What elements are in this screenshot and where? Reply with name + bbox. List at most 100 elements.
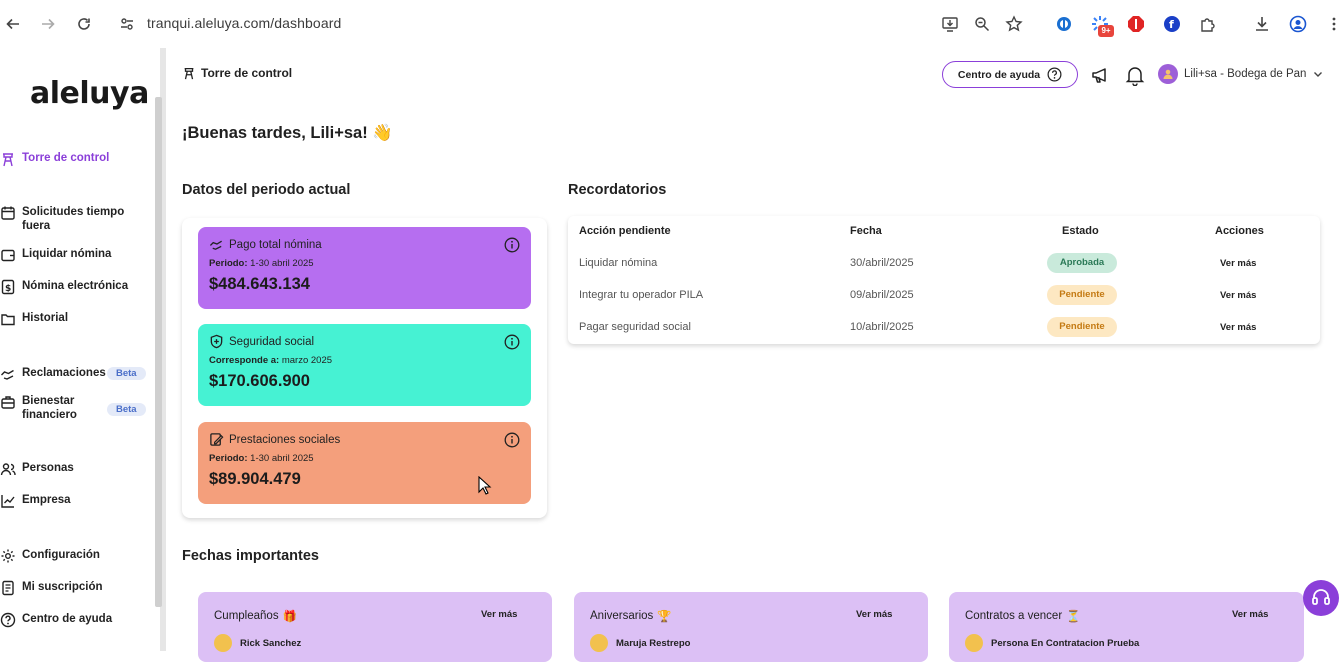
sidebar-item-solicitudes[interactable]: Solicitudes tiempo fuera	[0, 205, 132, 233]
user-menu[interactable]: Lili+sa - Bodega de Pan	[1158, 64, 1324, 84]
folder-icon	[1, 314, 15, 326]
reload-icon[interactable]	[74, 14, 94, 34]
period-section-title: Datos del periodo actual	[182, 182, 351, 198]
svg-text:$: $	[5, 284, 11, 294]
avatar	[214, 634, 232, 652]
info-icon[interactable]	[504, 237, 520, 253]
people-icon	[0, 463, 16, 476]
row-ver-mas-link[interactable]: Ver más	[1220, 290, 1257, 301]
aleluya-logo[interactable]: aleluya	[30, 76, 149, 111]
install-app-icon[interactable]	[940, 14, 960, 34]
tower-icon	[3, 153, 13, 167]
gear-icon	[1, 549, 15, 563]
reminders-section-title: Recordatorios	[568, 182, 667, 198]
expiring-contracts-card[interactable]: Contratos a vencer ⏳ Ver más Persona En C…	[949, 592, 1304, 662]
card-title: Aniversarios 🏆	[590, 610, 672, 623]
sidebar-item-nomina-electronica[interactable]: $ Nómina electrónica	[0, 279, 128, 295]
sidebar-item-reclamaciones[interactable]: Reclamaciones	[0, 366, 106, 382]
card-title: Seguridad social	[229, 335, 315, 348]
column-header-action: Acción pendiente	[579, 225, 671, 237]
zoom-icon[interactable]	[972, 14, 992, 34]
social-benefits-card[interactable]: Prestaciones sociales Periodo: 1-30 abri…	[198, 422, 531, 504]
browser-toolbar: tranqui.aleluya.com/dashboard 9+ f	[0, 0, 1341, 48]
payroll-total-card[interactable]: Pago total nómina Periodo: 1-30 abril 20…	[198, 227, 531, 309]
beta-badge: Beta	[107, 367, 146, 380]
back-icon[interactable]	[3, 14, 23, 34]
chart-icon	[1, 495, 15, 508]
sidebar-item-historial[interactable]: Historial	[0, 311, 68, 327]
person-row: Rick Sanchez	[214, 634, 301, 652]
mouse-cursor-icon	[478, 476, 492, 495]
ver-mas-link[interactable]: Ver más	[856, 609, 893, 620]
status-badge: Pendiente	[1047, 285, 1117, 305]
breadcrumb-label: Torre de control	[201, 66, 293, 80]
password-extension-icon[interactable]	[1054, 14, 1074, 34]
anniversaries-card[interactable]: Aniversarios 🏆 Ver más Maruja Restrepo	[574, 592, 928, 662]
card-period: Periodo: 1-30 abril 2025	[209, 258, 314, 269]
row-ver-mas-link[interactable]: Ver más	[1220, 322, 1257, 333]
extensions-puzzle-icon[interactable]	[1198, 14, 1218, 34]
card-period: Corresponde a: marzo 2025	[209, 355, 333, 366]
card-amount: $170.606.900	[209, 372, 310, 390]
sidebar-item-personas[interactable]: Personas	[0, 461, 74, 477]
adblock-icon[interactable]	[1126, 14, 1146, 34]
status-badge: Aprobada	[1047, 253, 1117, 273]
wallet-icon	[1, 249, 15, 262]
hand-money-icon	[209, 240, 222, 250]
card-period: Periodo: 1-30 abril 2025	[209, 453, 314, 464]
person-row: Persona En Contratacion Prueba	[965, 634, 1139, 652]
person-row: Maruja Restrepo	[590, 634, 690, 652]
user-name: Lili+sa - Bodega de Pan	[1184, 68, 1307, 80]
address-bar[interactable]: tranqui.aleluya.com/dashboard	[147, 15, 342, 31]
social-security-card[interactable]: Seguridad social Corresponde a: marzo 20…	[198, 324, 531, 406]
tower-icon	[184, 67, 194, 80]
sidebar-scrollbar[interactable]	[155, 97, 162, 607]
ver-mas-link[interactable]: Ver más	[1232, 609, 1269, 620]
chevron-down-icon	[1314, 72, 1323, 77]
column-header-actions: Acciones	[1215, 225, 1264, 237]
dates-section-title: Fechas importantes	[182, 548, 319, 564]
shield-icon	[210, 334, 223, 349]
birthdays-card[interactable]: Cumpleaños 🎁 Ver más Rick Sanchez	[198, 592, 552, 662]
edit-doc-icon	[210, 433, 224, 446]
download-icon[interactable]	[1252, 14, 1272, 34]
card-title: Pago total nómina	[229, 238, 322, 251]
sidebar-item-suscripcion[interactable]: Mi suscripción	[0, 580, 103, 596]
greeting: ¡Buenas tardes, Lili+sa! 👋	[182, 124, 393, 142]
trophy-icon: 🏆	[657, 611, 672, 623]
info-icon[interactable]	[504, 432, 520, 448]
breadcrumb: Torre de control	[182, 66, 292, 80]
svg-text:f: f	[1169, 18, 1174, 31]
profile-icon[interactable]	[1288, 14, 1308, 34]
dollar-doc-icon: $	[1, 279, 15, 295]
sidebar-item-bienestar[interactable]: Bienestar financiero	[0, 394, 92, 422]
row-action: Liquidar nómina	[579, 257, 658, 269]
ver-mas-link[interactable]: Ver más	[481, 609, 518, 620]
bell-icon[interactable]	[1124, 64, 1146, 86]
extension-badge: 9+	[1098, 25, 1114, 37]
column-header-status: Estado	[1062, 225, 1099, 237]
f-extension-icon[interactable]: f	[1162, 14, 1182, 34]
hand-icon	[1, 369, 14, 380]
help-center-button[interactable]: Centro de ayuda	[942, 61, 1078, 88]
info-icon[interactable]	[504, 334, 520, 350]
site-settings-icon[interactable]	[117, 14, 137, 34]
sidebar-item-centro-ayuda[interactable]: Centro de ayuda	[0, 612, 112, 628]
forward-icon[interactable]	[38, 14, 58, 34]
bookmark-star-icon[interactable]	[1004, 14, 1024, 34]
card-amount: $484.643.134	[209, 275, 310, 293]
row-date: 30/abril/2025	[850, 257, 914, 269]
card-title: Prestaciones sociales	[229, 433, 341, 446]
headset-icon	[1312, 589, 1330, 605]
support-chat-button[interactable]	[1303, 580, 1339, 616]
megaphone-icon[interactable]	[1090, 64, 1112, 86]
sidebar-item-configuracion[interactable]: Configuración	[0, 548, 100, 564]
row-date: 09/abril/2025	[850, 289, 914, 301]
sidebar	[0, 48, 166, 651]
sidebar-item-torre-de-control[interactable]: Torre de control	[0, 151, 109, 167]
row-ver-mas-link[interactable]: Ver más	[1220, 258, 1257, 269]
browser-menu-icon[interactable]	[1324, 14, 1341, 34]
sidebar-item-liquidar-nomina[interactable]: Liquidar nómina	[0, 247, 111, 263]
sidebar-item-empresa[interactable]: Empresa	[0, 493, 71, 509]
card-title: Contratos a vencer ⏳	[965, 610, 1081, 623]
